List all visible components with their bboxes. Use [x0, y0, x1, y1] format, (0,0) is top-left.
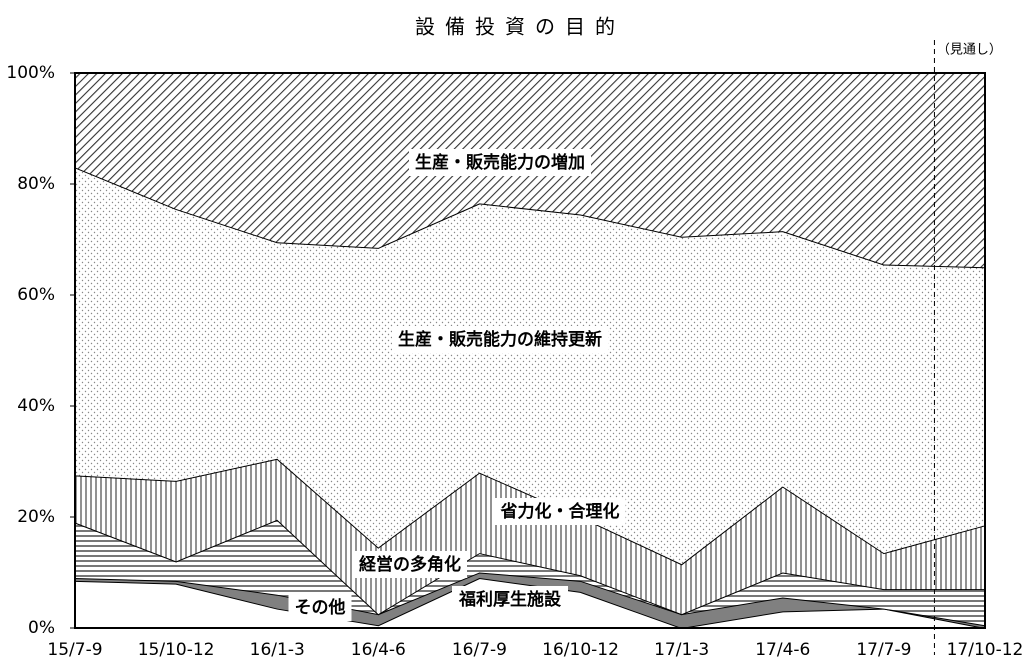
area: [75, 458, 985, 615]
x-tick-label: 17/7-9: [856, 640, 911, 660]
y-tick-label: 100%: [6, 63, 55, 83]
x-tick-label: 15/10-12: [138, 640, 215, 660]
y-tick-label: 60%: [17, 285, 55, 305]
series-label: 経営の多角化: [359, 554, 461, 575]
x-tick-label: 16/1-3: [250, 640, 305, 660]
series-label-bg: [353, 551, 467, 578]
series-label: 生産・販売能力の増加: [415, 152, 585, 173]
area: [75, 572, 985, 628]
chart-title: 設備投資の目的: [415, 15, 625, 39]
x-tick-label: 16/4-6: [351, 640, 406, 660]
annotation: （見通し）: [937, 43, 1002, 58]
series-label-bg: [409, 149, 591, 176]
area: [75, 167, 985, 565]
series-label: 省力化・合理化: [500, 501, 620, 522]
series-label-bg: [392, 326, 608, 353]
x-tick-label: 16/10-12: [542, 640, 619, 660]
series-label-bg: [452, 586, 568, 613]
series-label: 福利厚生施設: [458, 589, 562, 610]
y-tick-label: 80%: [17, 174, 55, 194]
x-tick-label: 16/7-9: [452, 640, 507, 660]
series-label-bg: [288, 594, 352, 621]
x-tick-label: 17/10-12: [947, 640, 1024, 660]
y-tick-label: 0%: [28, 618, 55, 638]
plot-frame: [74, 72, 986, 629]
series-label: その他: [295, 597, 346, 618]
series-label-bg: [493, 498, 626, 525]
x-tick-label: 17/4-6: [755, 640, 810, 660]
x-tick-label: 15/7-9: [47, 640, 102, 660]
y-tick-label: 40%: [17, 396, 55, 416]
y-tick-label: 20%: [17, 507, 55, 527]
series-label: 生産・販売能力の維持更新: [398, 329, 602, 350]
x-tick-label: 17/1-3: [654, 640, 709, 660]
